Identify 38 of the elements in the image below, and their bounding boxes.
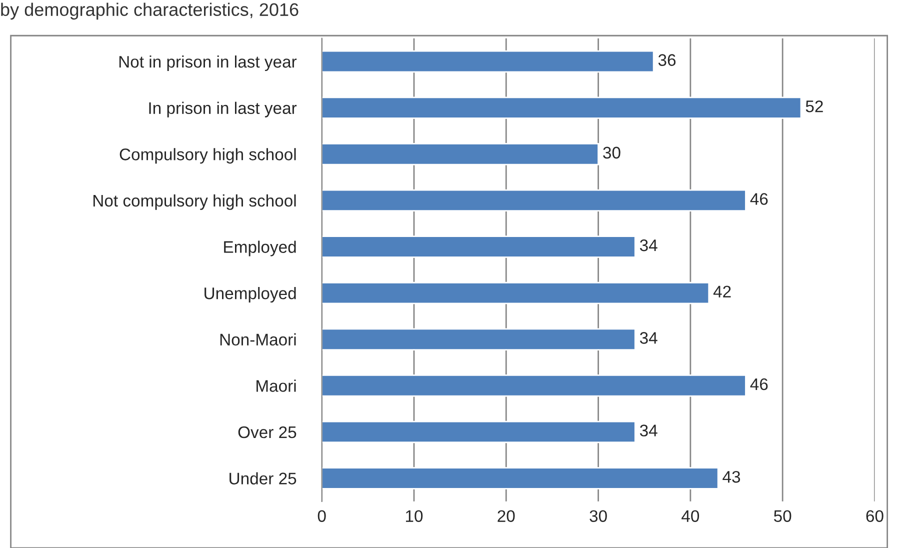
y-tick-label: Maori <box>256 380 296 392</box>
bar <box>322 143 599 166</box>
data-label: 43 <box>722 470 740 483</box>
x-tick-label: 10 <box>406 510 423 522</box>
data-label: 30 <box>603 146 620 159</box>
x-tick-label: 60 <box>866 510 884 522</box>
x-tick-label: 40 <box>682 510 700 522</box>
bar <box>322 50 654 73</box>
y-tick-label: Not in prison in last year <box>119 55 297 72</box>
text: by demographic characteristics, 2016 <box>1 2 298 20</box>
x-tick-label: 30 <box>590 510 607 522</box>
y-tick-label: Over 25 <box>238 426 296 438</box>
y-tick-label: Under 25 <box>230 472 296 484</box>
data-label: 52 <box>806 100 823 112</box>
data-label: 34 <box>640 332 658 344</box>
x-tick-label: 20 <box>498 510 515 522</box>
y-tick-label: Unemployed <box>204 287 296 303</box>
y-tick-label: Compulsory high school <box>120 148 296 164</box>
y-tick-label: Employed <box>224 240 296 256</box>
bar <box>322 96 802 119</box>
bar <box>322 236 636 258</box>
data-label: 42 <box>713 286 731 298</box>
data-label: 36 <box>658 54 676 66</box>
data-label: 46 <box>750 378 768 390</box>
y-tick-label: Non-Maori <box>220 333 296 346</box>
bar <box>322 328 636 350</box>
data-label: 34 <box>640 424 658 436</box>
y-tick-label: Not compulsory high school <box>93 194 296 210</box>
x-tick-label: 0 <box>318 510 326 522</box>
bar <box>322 374 746 397</box>
bar <box>322 467 719 490</box>
bar <box>322 420 636 444</box>
bar <box>322 189 746 212</box>
data-label: 34 <box>640 239 658 252</box>
x-tick-label: 50 <box>774 510 792 522</box>
bar <box>322 282 710 304</box>
data-label: 46 <box>750 193 768 205</box>
y-tick-label: In prison in last year <box>149 102 297 118</box>
